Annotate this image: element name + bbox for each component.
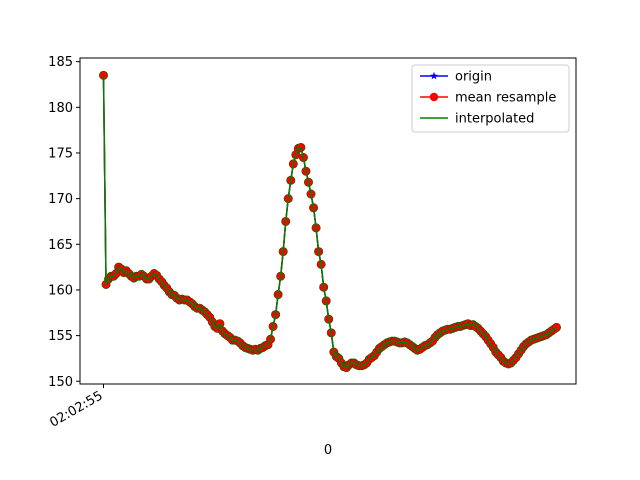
y-axis: 150 155 160 165 170 175 180 185 xyxy=(48,55,80,390)
legend-item-origin: origin xyxy=(420,70,492,85)
y-tick-label: 175 xyxy=(48,146,73,161)
x-axis-title: 0 xyxy=(324,443,332,458)
series-line-interpolated xyxy=(102,75,557,369)
series-interpolated xyxy=(102,75,557,369)
legend-label: origin xyxy=(455,70,492,85)
legend-marker xyxy=(429,92,439,102)
legend-label: mean resample xyxy=(455,91,556,106)
x-axis: 02:02:55 xyxy=(47,384,106,431)
legend: origin mean resample interpolated xyxy=(411,64,570,133)
legend-item-interpolated: interpolated xyxy=(420,112,534,127)
legend-label: interpolated xyxy=(455,112,534,127)
x-tick-label: 02:02:55 xyxy=(47,388,105,430)
y-tick-label: 165 xyxy=(48,238,73,253)
y-tick-label: 185 xyxy=(48,55,73,70)
legend-marker xyxy=(430,71,438,80)
y-tick-label: 160 xyxy=(48,283,73,298)
y-tick-label: 180 xyxy=(48,101,73,116)
y-tick-label: 170 xyxy=(48,192,73,207)
legend-box xyxy=(411,64,570,133)
y-tick-label: 150 xyxy=(48,375,73,390)
plot-frame xyxy=(79,57,577,385)
series-layer xyxy=(99,70,561,373)
y-tick-label: 155 xyxy=(48,329,73,344)
legend-item-mean-resample: mean resample xyxy=(420,91,556,106)
